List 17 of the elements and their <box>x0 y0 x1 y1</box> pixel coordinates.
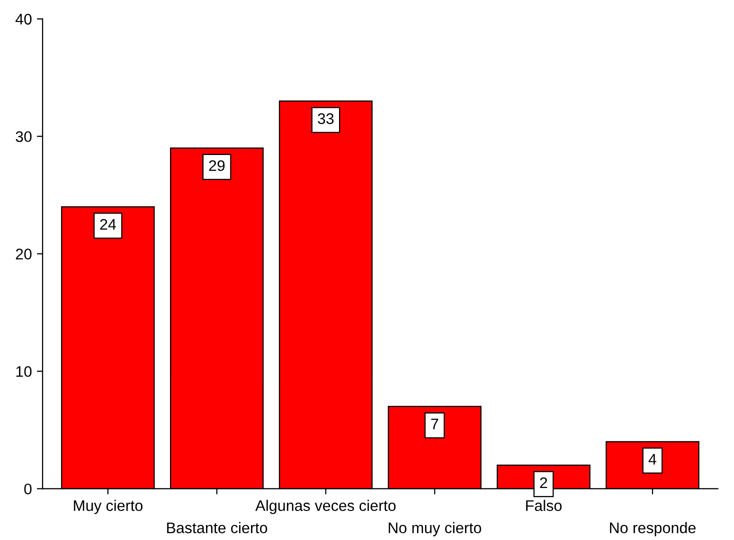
data-label: 29 <box>209 160 225 172</box>
data-label: 33 <box>318 113 334 124</box>
x-tick-label: Muy cierto <box>74 500 143 514</box>
x-tick-label: Bastante cierto <box>167 522 268 534</box>
y-tick-label: 0 <box>24 484 32 494</box>
y-tick-label: 40 <box>16 14 32 25</box>
x-tick-label: Algunas veces cierto <box>255 500 396 514</box>
x-tick-label: No responde <box>610 522 696 536</box>
data-label: 24 <box>100 218 116 230</box>
data-label: 7 <box>431 418 438 430</box>
x-tick-label: Falso <box>526 500 562 512</box>
x-tick-label: No muy cierto <box>388 522 482 536</box>
data-label: 4 <box>648 454 656 465</box>
data-label: 2 <box>540 477 548 488</box>
y-tick-label: 30 <box>16 131 32 142</box>
y-tick-label: 10 <box>16 366 32 377</box>
y-tick-label: 20 <box>16 248 32 260</box>
